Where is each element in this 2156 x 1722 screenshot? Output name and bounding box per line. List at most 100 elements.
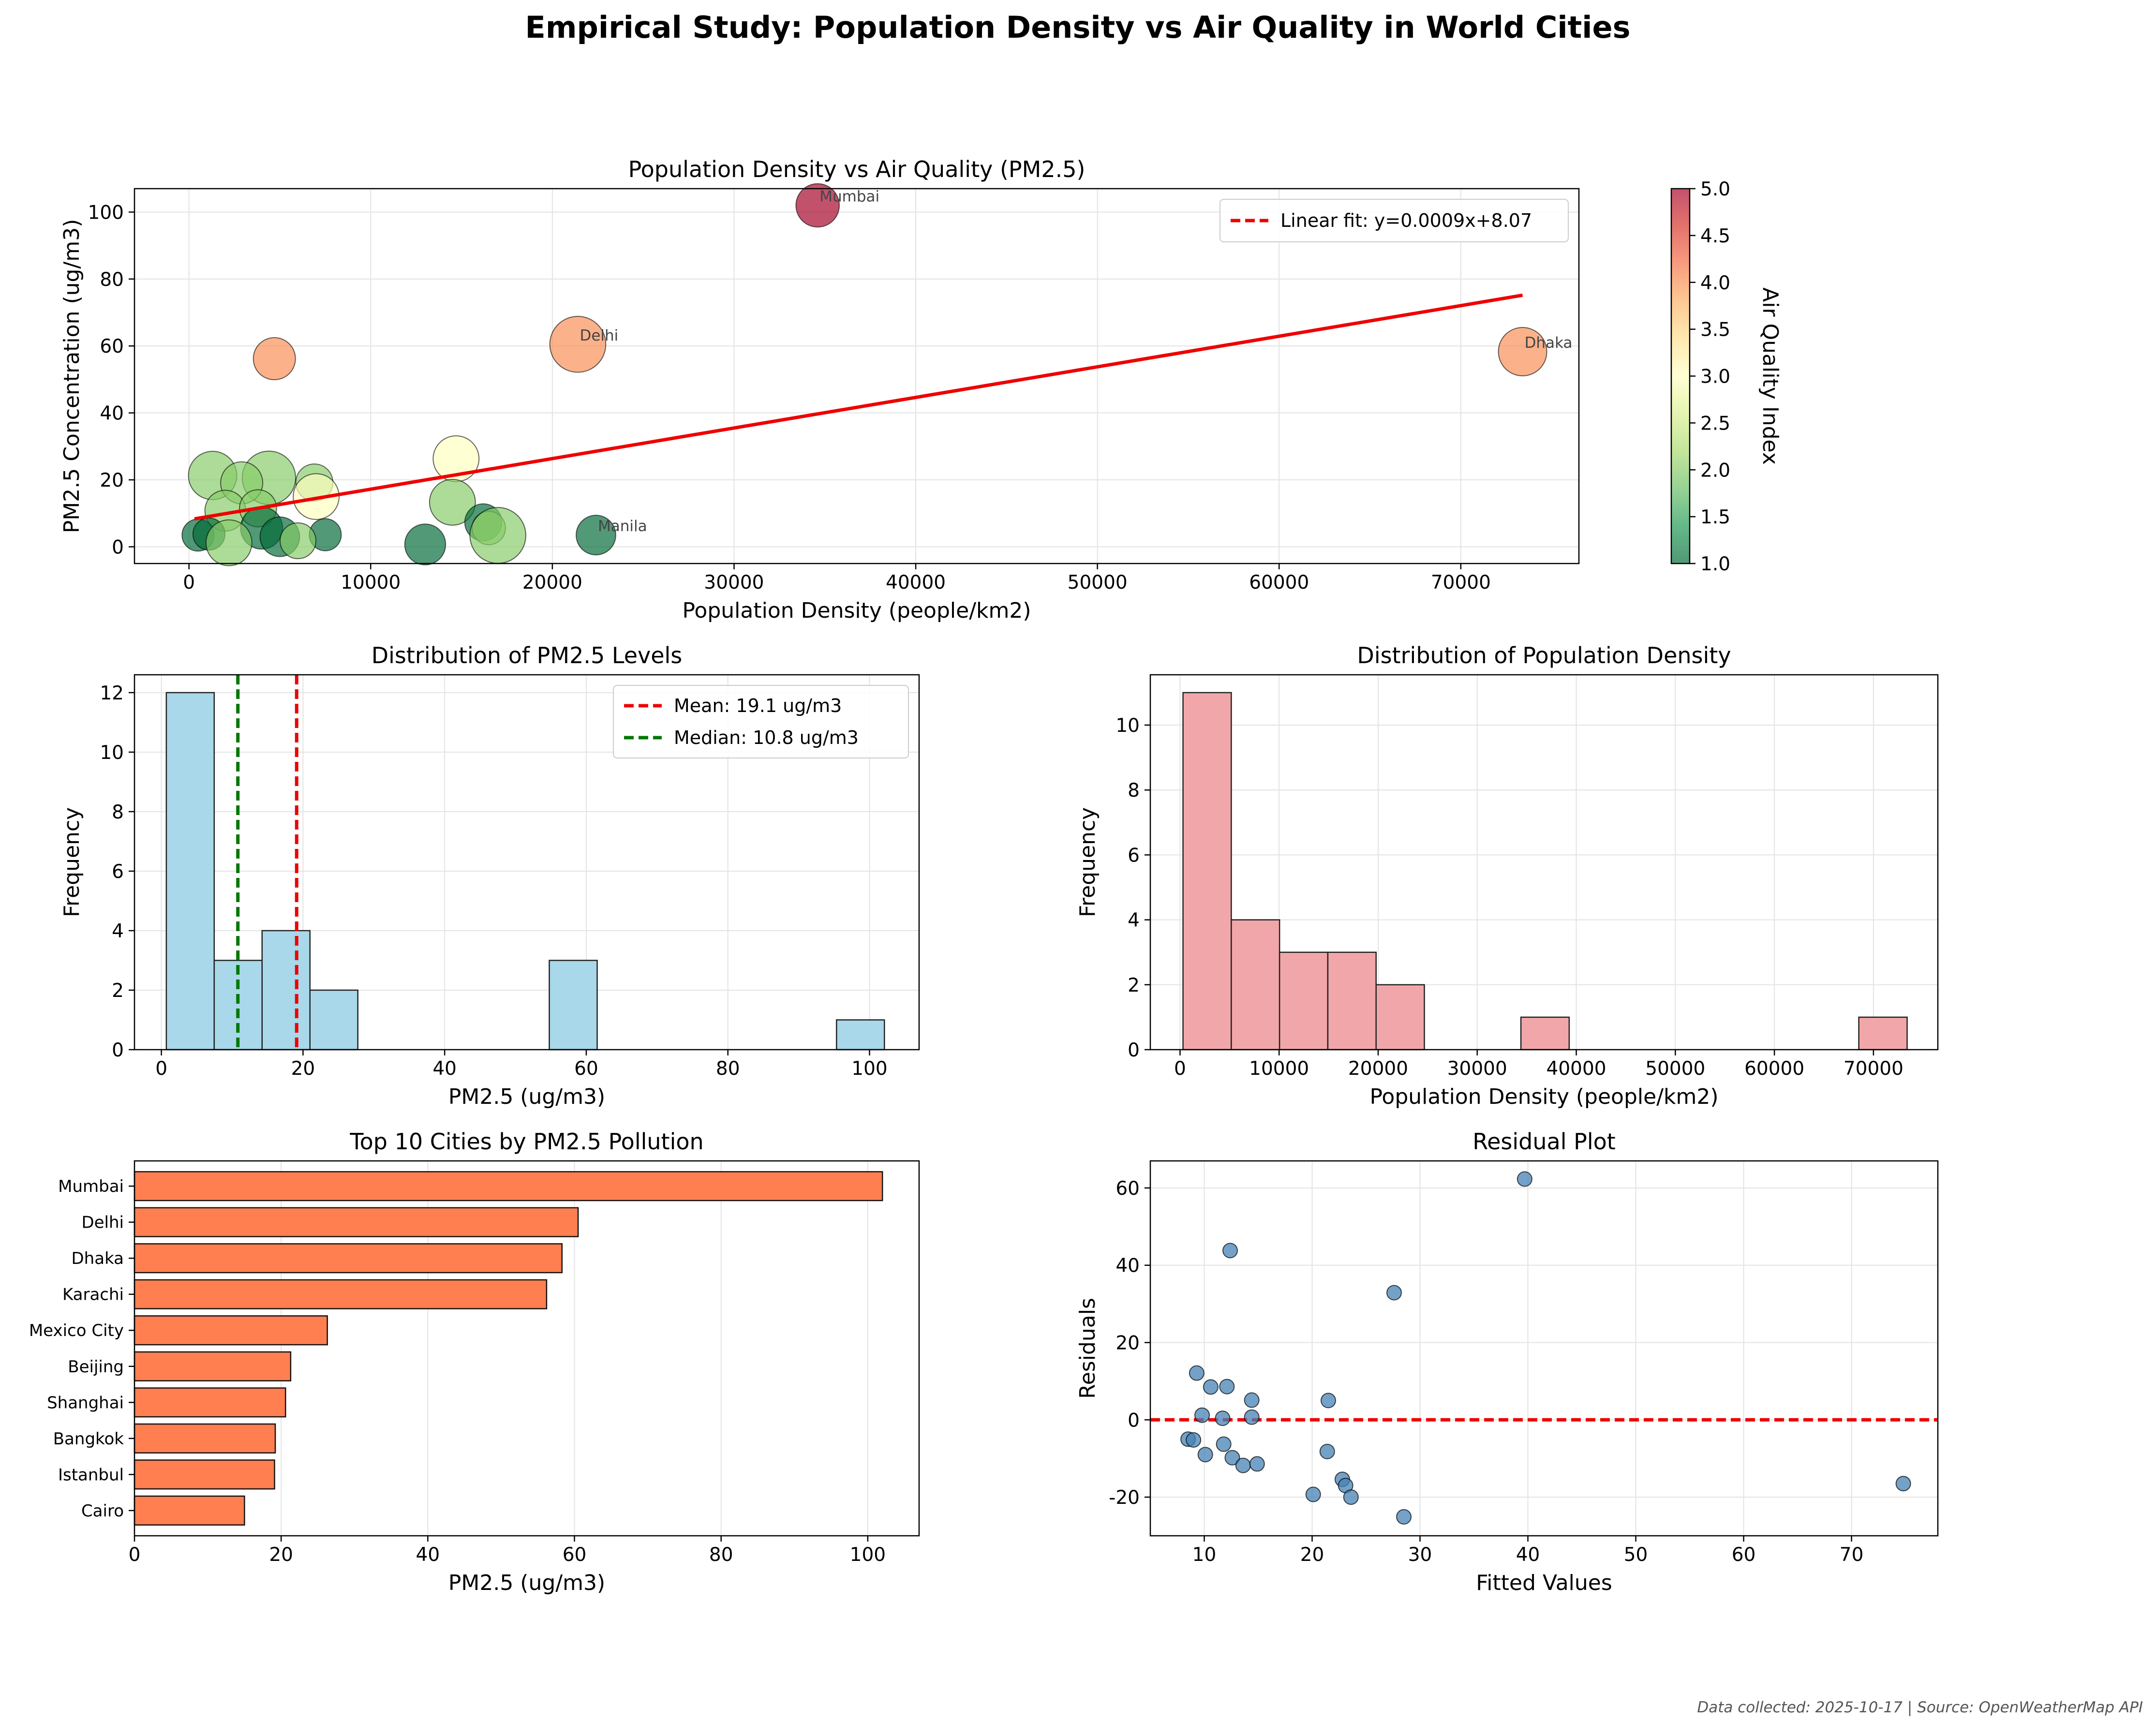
legend: Linear fit: y=0.0009x+8.07 xyxy=(1219,199,1569,242)
residual-point xyxy=(1203,1379,1219,1395)
y-tick-label: 40 xyxy=(100,403,124,425)
chart-title: Top 10 Cities by PM2.5 Pollution xyxy=(349,1128,703,1155)
x-tick-label: 10000 xyxy=(341,572,401,594)
chart-title: Population Density vs Air Quality (PM2.5… xyxy=(628,156,1085,182)
residual-point xyxy=(1249,1456,1265,1472)
y-axis-label: Frequency xyxy=(59,807,84,917)
scatter-point xyxy=(404,523,446,565)
chart-title: Distribution of PM2.5 Levels xyxy=(372,642,683,668)
y-axis-label: PM2.5 Concentration (ug/m3) xyxy=(59,219,84,534)
y-axis-label: Frequency xyxy=(1075,807,1100,917)
footer-note: Data collected: 2025-10-17 | Source: Ope… xyxy=(1697,1699,2143,1716)
legend: Mean: 19.1 ug/m3 Median: 10.8 ug/m3 xyxy=(613,685,909,758)
x-tick-label: 70000 xyxy=(1431,572,1491,594)
bar xyxy=(134,1351,292,1381)
x-tick-label: 40000 xyxy=(886,572,946,594)
grid xyxy=(1150,1161,1938,1536)
residual-point xyxy=(1194,1407,1210,1423)
y-category-label: Bangkok xyxy=(53,1429,124,1449)
residual-point xyxy=(1215,1410,1231,1426)
histogram-bars xyxy=(165,692,885,1051)
bar xyxy=(134,1387,286,1418)
x-tick-label: 60 xyxy=(1732,1544,1756,1566)
x-tick-label: 0 xyxy=(155,1058,167,1080)
panels: 0 10000 20000 30000 40000 50000 60000 700000204… xyxy=(29,156,1939,1595)
residual-point xyxy=(1219,1379,1235,1395)
colorbar-tick-label: 4.5 xyxy=(1700,225,1730,247)
x-tick-label: 0 xyxy=(1174,1058,1186,1080)
panel-residuals: 10 20 30 40 50 60 70 -20 0 20 40 60 Residual Plot Fit… xyxy=(1075,1128,1939,1595)
x-tick-label: 50000 xyxy=(1645,1058,1705,1080)
colorbar-tick-label: 1.5 xyxy=(1700,506,1730,528)
bars xyxy=(134,1171,883,1526)
x-tick-label: 20 xyxy=(291,1058,315,1080)
x-tick-label: 30 xyxy=(1408,1544,1432,1566)
histogram-bars xyxy=(1182,692,1908,1051)
y-tick-label: 0 xyxy=(112,1039,124,1061)
residual-point xyxy=(1396,1509,1412,1525)
bar xyxy=(134,1279,548,1309)
grid xyxy=(134,189,1579,564)
histogram-bar xyxy=(1858,1016,1908,1051)
scatter-point xyxy=(253,337,296,381)
colorbar-tick-label: 2.5 xyxy=(1700,413,1730,434)
y-tick-label: 4 xyxy=(112,920,124,942)
scatter-point xyxy=(576,515,616,556)
x-tick-label: 40 xyxy=(432,1058,457,1080)
y-tick-label: 100 xyxy=(88,202,124,223)
chart-title: Residual Plot xyxy=(1472,1128,1616,1155)
axes-frame xyxy=(134,674,920,1051)
x-tick-label: 100 xyxy=(851,1058,887,1080)
histogram-bar xyxy=(1520,1016,1570,1051)
figure-suptitle: Empirical Study: Population Density vs A… xyxy=(525,10,1630,45)
colorbar: 1.0 1.5 2.0 2.5 3.0 3.5 4.0 4.5 5.0 Air Quality I… xyxy=(1670,178,1783,575)
y-category-labels: Mumbai Delhi Dhaka Karachi Mexico City Beijin… xyxy=(29,1177,134,1521)
residual-points xyxy=(1180,1171,1911,1525)
histogram-bar xyxy=(1231,919,1280,1051)
y-ticks: -20 0 20 40 60 xyxy=(1109,1178,1150,1509)
bar xyxy=(134,1495,245,1526)
x-tick-label: 30000 xyxy=(1447,1058,1507,1080)
point-label: Dhaka xyxy=(1525,334,1573,352)
histogram-bar xyxy=(1182,692,1232,1051)
y-tick-label: 6 xyxy=(112,861,124,883)
x-tick-label: 80 xyxy=(716,1058,740,1080)
reference-lines xyxy=(236,675,298,1050)
x-tick-label: 50 xyxy=(1624,1544,1648,1566)
y-category-label: Shanghai xyxy=(47,1393,124,1412)
residual-point xyxy=(1244,1409,1260,1425)
x-tick-label: 40000 xyxy=(1546,1058,1606,1080)
y-category-label: Istanbul xyxy=(58,1465,124,1484)
scatter-points xyxy=(181,183,1547,566)
y-tick-label: 60 xyxy=(100,336,124,357)
colorbar-bar xyxy=(1670,188,1691,564)
x-tick-label: 70000 xyxy=(1844,1058,1903,1080)
point-label: Manila xyxy=(598,518,647,535)
residual-point xyxy=(1517,1171,1532,1187)
x-tick-label: 60 xyxy=(563,1544,587,1566)
y-category-label: Dhaka xyxy=(72,1249,124,1268)
residual-point xyxy=(1197,1447,1213,1463)
residual-point xyxy=(1320,1393,1336,1409)
x-tick-label: 60000 xyxy=(1744,1058,1804,1080)
residual-point xyxy=(1244,1392,1260,1408)
x-tick-label: 20000 xyxy=(522,572,582,594)
legend-box xyxy=(613,685,909,758)
chart-title: Distribution of Population Density xyxy=(1357,642,1731,668)
residual-point xyxy=(1224,1450,1240,1466)
y-tick-label: 4 xyxy=(1128,910,1140,932)
scatter-point xyxy=(549,315,607,373)
x-tick-label: 10 xyxy=(1192,1544,1217,1566)
panel-scatter: 0 10000 20000 30000 40000 50000 60000 70000 0 20 4… xyxy=(59,156,1580,623)
histogram-bar xyxy=(213,960,263,1051)
residual-point xyxy=(1216,1436,1232,1452)
colorbar-label: Air Quality Index xyxy=(1758,287,1783,465)
x-tick-label: 30000 xyxy=(704,572,764,594)
x-axis-label: PM2.5 (ug/m3) xyxy=(448,1084,605,1109)
point-label: Delhi xyxy=(580,327,618,344)
x-tick-label: 80 xyxy=(709,1544,733,1566)
colorbar-tick-label: 5.0 xyxy=(1700,178,1730,200)
x-tick-label: 10000 xyxy=(1249,1058,1309,1080)
y-tick-label: 40 xyxy=(1115,1255,1140,1277)
y-tick-label: 0 xyxy=(1128,1410,1140,1431)
